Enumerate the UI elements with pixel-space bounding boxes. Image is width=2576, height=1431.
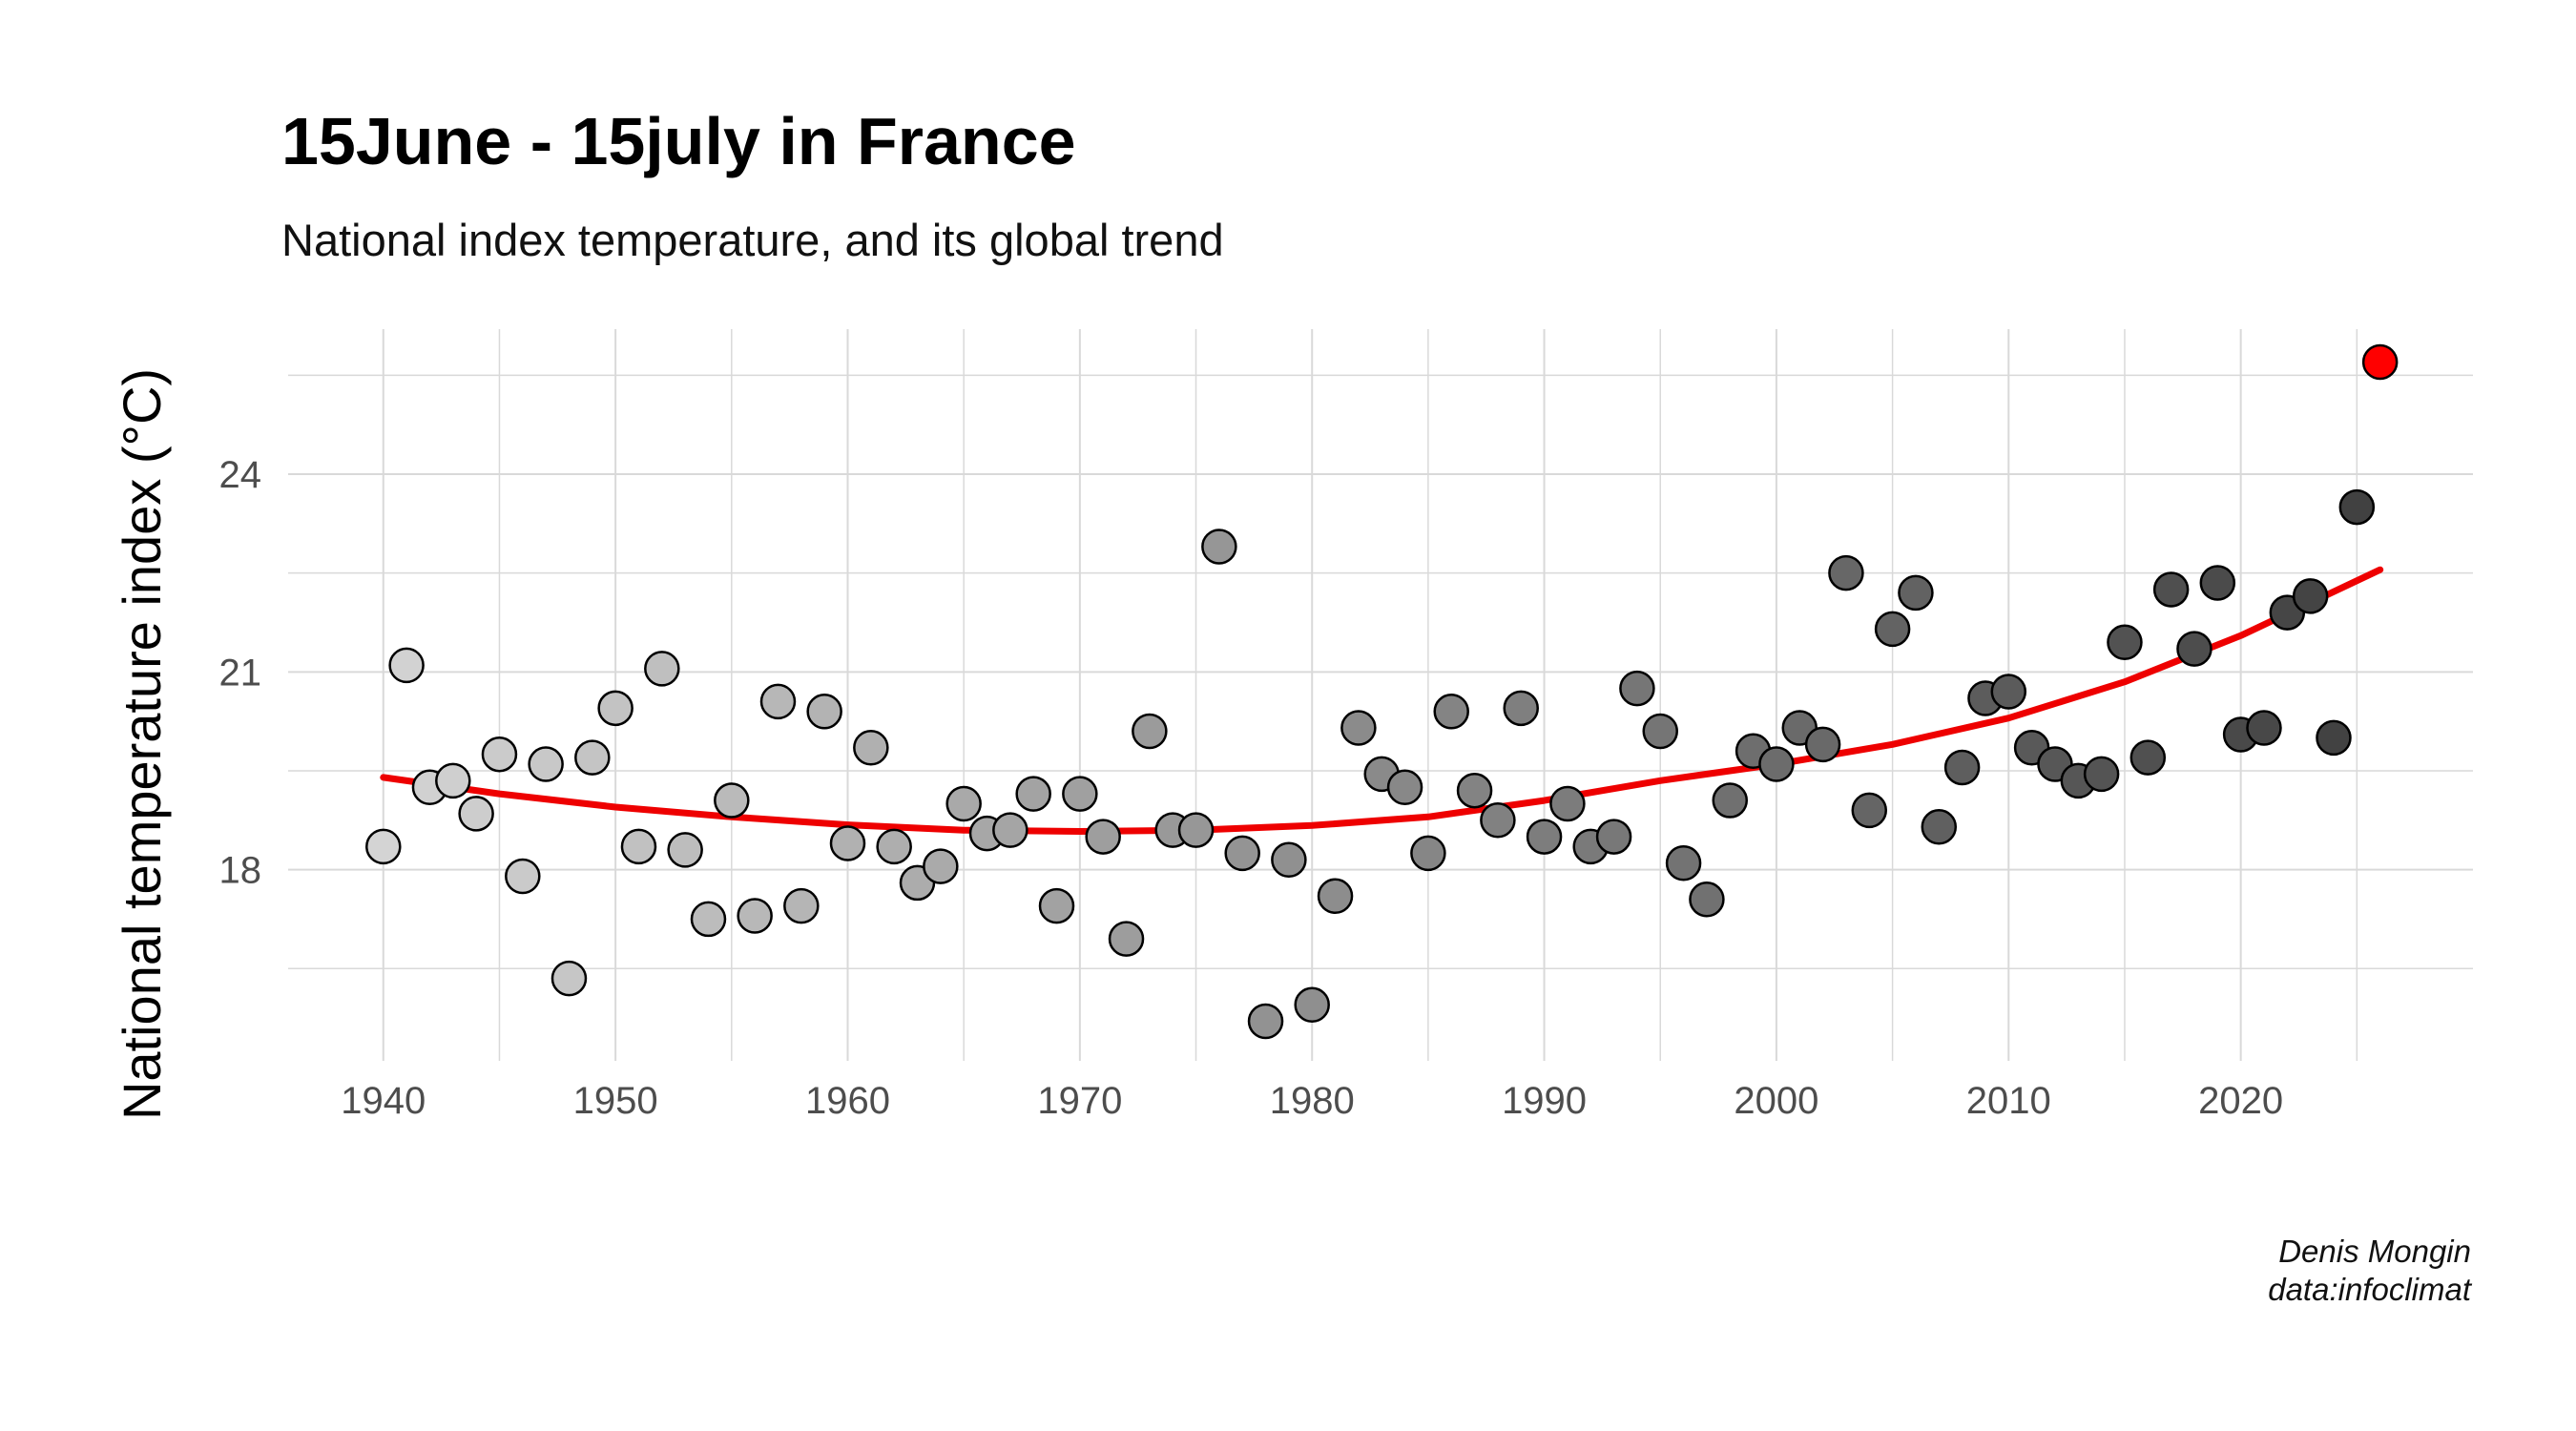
y-axis-title: National temperature index (°C)	[112, 368, 172, 1120]
data-point	[481, 736, 518, 773]
x-tick-label: 2010	[1966, 1080, 2051, 1122]
data-point	[853, 730, 889, 766]
highlight-point	[2361, 343, 2399, 381]
data-point	[2107, 624, 2143, 660]
data-point	[1642, 713, 1678, 750]
data-point	[1943, 749, 1981, 786]
data-point	[1758, 746, 1795, 782]
data-point	[1828, 554, 1864, 591]
data-point	[1480, 802, 1516, 839]
data-point	[365, 828, 402, 865]
y-axis-ticks: 18 21 24	[219, 454, 262, 892]
data-point	[1108, 921, 1145, 957]
x-axis-ticks: 1940 1950 1960 1970 1980 1990 2000 2010 2020	[341, 1080, 2283, 1122]
data-point	[690, 901, 727, 938]
data-point	[806, 694, 842, 730]
data-point	[1619, 670, 1655, 707]
data-point	[1874, 611, 1911, 648]
data-point	[644, 651, 680, 687]
data-point	[2338, 488, 2376, 526]
data-point	[1456, 772, 1493, 809]
x-tick-label: 2020	[2198, 1080, 2283, 1122]
data-point	[1549, 785, 1586, 822]
data-point	[528, 746, 564, 782]
x-tick-label: 1990	[1502, 1080, 1587, 1122]
data-point	[829, 825, 866, 861]
data-point	[783, 887, 820, 924]
x-tick-label: 1940	[341, 1080, 426, 1122]
data-point	[435, 762, 471, 799]
data-point	[1015, 776, 1051, 812]
data-point	[388, 647, 425, 684]
y-tick-label: 21	[219, 652, 262, 694]
data-point	[923, 848, 959, 884]
chart-title: 15June - 15july in France	[281, 104, 1076, 178]
data-point	[2152, 571, 2190, 608]
data-point	[2316, 719, 2352, 757]
data-point	[2292, 578, 2329, 614]
data-point	[1526, 819, 1563, 855]
data-point	[759, 683, 797, 720]
data-point	[1689, 881, 1725, 918]
data-point	[574, 739, 611, 776]
data-point	[714, 782, 750, 819]
data-point	[1062, 776, 1098, 812]
x-tick-label: 1960	[805, 1080, 890, 1122]
data-point	[1386, 769, 1423, 805]
chart-subtitle: National index temperature, and its glob…	[281, 215, 1224, 265]
data-point	[1410, 835, 1446, 872]
caption: Denis Mongin data:infoclimat	[2268, 1233, 2471, 1309]
y-tick-label: 24	[219, 454, 262, 496]
grid-lines	[288, 329, 2473, 1061]
trend-layer	[380, 566, 2384, 835]
data-point	[1898, 574, 1934, 612]
data-point	[597, 690, 634, 727]
data-point	[1712, 782, 1749, 819]
data-point	[2129, 739, 2167, 776]
data-point	[1340, 710, 1377, 746]
x-tick-label: 1950	[573, 1080, 658, 1122]
data-point	[2083, 756, 2120, 793]
data-point	[551, 960, 588, 997]
y-tick-label: 18	[219, 850, 262, 892]
data-point	[1665, 844, 1702, 881]
trend-line	[380, 566, 2384, 835]
data-point	[2176, 631, 2212, 667]
data-point	[1132, 713, 1168, 750]
points-layer	[365, 343, 2399, 1040]
data-point	[1085, 819, 1121, 855]
data-point	[1247, 1003, 1284, 1040]
data-point	[876, 828, 912, 865]
data-point	[667, 832, 703, 868]
data-point	[1201, 529, 1237, 565]
x-tick-label: 1970	[1037, 1080, 1122, 1122]
data-point	[945, 785, 982, 822]
caption-source: data:infoclimat	[2268, 1272, 2471, 1307]
data-point	[1294, 986, 1330, 1024]
data-point	[1851, 792, 1888, 829]
data-point	[1317, 878, 1354, 915]
data-point	[458, 796, 494, 832]
caption-author: Denis Mongin	[2278, 1234, 2471, 1269]
data-point	[1177, 812, 1215, 848]
data-point	[1503, 690, 1539, 727]
data-point	[1990, 674, 2027, 710]
data-point	[1038, 887, 1075, 924]
data-point	[505, 858, 541, 895]
data-point	[1224, 835, 1260, 872]
data-point	[992, 812, 1028, 848]
data-point	[2246, 710, 2282, 746]
data-point	[620, 828, 657, 865]
data-point	[1433, 694, 1469, 730]
data-point	[737, 898, 773, 934]
data-point	[1804, 726, 1841, 763]
data-point	[1271, 841, 1307, 878]
x-tick-label: 1980	[1270, 1080, 1355, 1122]
x-tick-label: 2000	[1734, 1080, 1818, 1122]
data-point	[2199, 565, 2236, 601]
data-point	[1921, 808, 1958, 845]
data-point	[1595, 819, 1632, 855]
